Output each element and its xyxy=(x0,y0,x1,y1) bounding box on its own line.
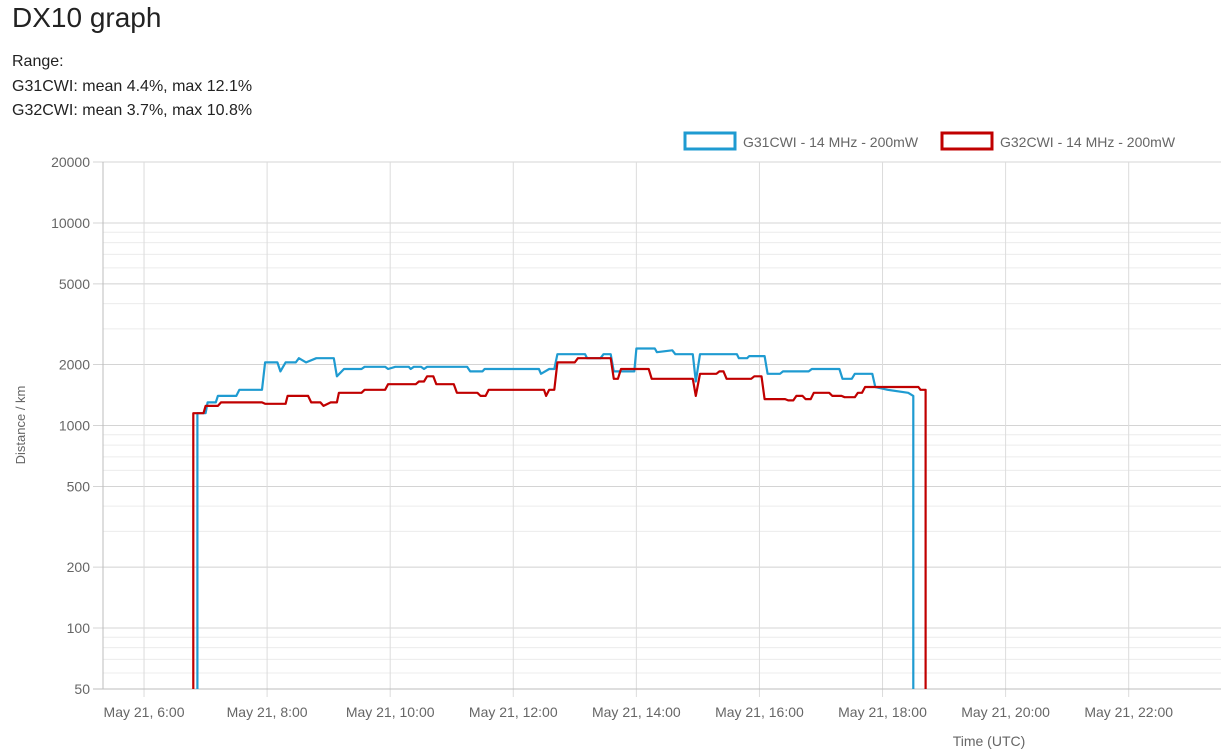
x-tick-label: May 21, 6:00 xyxy=(104,704,185,720)
stats-g31cwi: G31CWI: mean 4.4%, max 12.1% xyxy=(12,77,253,95)
y-tick-label: 20000 xyxy=(51,154,90,170)
legend[interactable]: G31CWI - 14 MHz - 200mW G32CWI - 14 MHz -… xyxy=(683,131,1176,151)
legend-item-1[interactable]: G32CWI - 14 MHz - 200mW xyxy=(940,131,1176,151)
x-tick-label: May 21, 20:00 xyxy=(961,704,1050,720)
grid xyxy=(93,161,1221,697)
legend-label: G32CWI - 14 MHz - 200mW xyxy=(1000,134,1176,150)
axes: 50 100 200 500 1000 2000 5000 10000 20000 May 21,… xyxy=(51,154,1221,720)
x-tick-label: May 21, 22:00 xyxy=(1084,704,1173,720)
range-label: Range: xyxy=(12,53,64,70)
y-tick-label: 2000 xyxy=(59,357,90,373)
stats-g32cwi: G32CWI: mean 3.7%, max 10.8% xyxy=(12,102,253,119)
x-tick-label: May 21, 8:00 xyxy=(227,704,308,720)
page-title: DX10 graph xyxy=(12,2,162,33)
y-tick-label: 100 xyxy=(67,620,91,636)
range-summary: Range: G31CWI: mean 4.4%, max 12.1% G32C… xyxy=(12,50,252,124)
x-axis-label: Time (UTC) xyxy=(953,733,1026,749)
x-tick-label: May 21, 10:00 xyxy=(346,704,435,720)
series-line-0 xyxy=(196,347,915,689)
x-tick-label: May 21, 18:00 xyxy=(838,704,927,720)
series-line-1 xyxy=(192,357,927,689)
x-tick-label: May 21, 16:00 xyxy=(715,704,804,720)
x-tick-label: May 21, 14:00 xyxy=(592,704,681,720)
x-tick-label: May 21, 12:00 xyxy=(469,704,558,720)
series xyxy=(192,347,927,689)
legend-swatch xyxy=(683,131,737,151)
y-tick-label: 10000 xyxy=(51,215,90,231)
legend-item-0[interactable]: G31CWI - 14 MHz - 200mW xyxy=(683,131,919,151)
y-axis-label: Distance / km xyxy=(13,386,28,465)
legend-label: G31CWI - 14 MHz - 200mW xyxy=(743,134,919,150)
legend-swatch xyxy=(940,131,994,151)
y-tick-label: 5000 xyxy=(59,276,90,292)
y-tick-label: 200 xyxy=(67,559,91,575)
y-tick-label: 1000 xyxy=(59,418,90,434)
y-tick-label: 500 xyxy=(67,478,91,494)
y-tick-label: 50 xyxy=(74,681,90,697)
